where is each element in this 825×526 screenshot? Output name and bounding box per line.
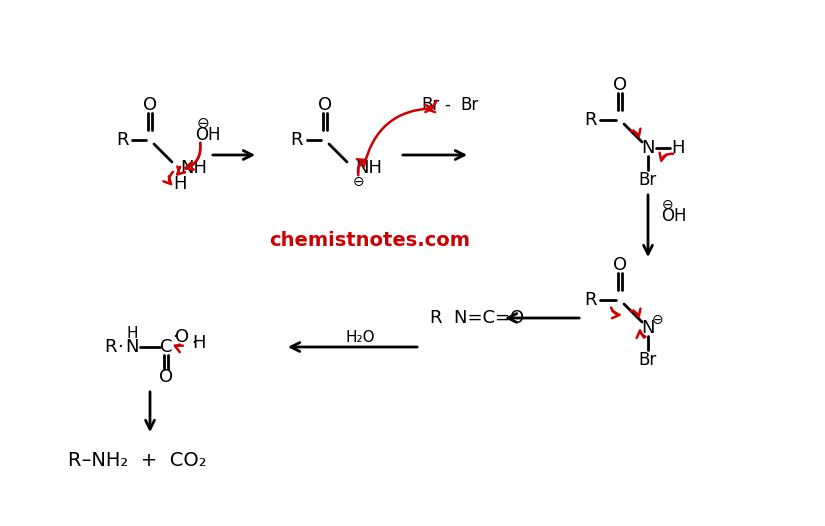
Text: O: O (175, 328, 189, 346)
Text: NH: NH (355, 159, 382, 177)
Text: OH: OH (662, 207, 686, 225)
Text: -: - (444, 96, 450, 114)
Text: Br: Br (639, 171, 658, 189)
Text: O: O (318, 96, 332, 114)
Text: R: R (584, 291, 596, 309)
Text: O: O (159, 368, 173, 386)
Text: ·: · (117, 338, 123, 356)
Text: ⊖: ⊖ (653, 313, 664, 327)
Text: Br: Br (639, 351, 658, 369)
Text: chemistnotes.com: chemistnotes.com (270, 230, 470, 249)
Text: OH: OH (196, 126, 221, 144)
Text: H: H (192, 334, 205, 352)
Text: ⊖: ⊖ (196, 116, 210, 130)
Text: O: O (143, 96, 157, 114)
Text: N: N (641, 139, 655, 157)
Text: R: R (290, 131, 304, 149)
Text: ·: · (172, 328, 178, 346)
Text: ·: · (191, 334, 196, 352)
Text: H: H (672, 139, 685, 157)
Text: C: C (160, 338, 172, 356)
Text: H₂O: H₂O (345, 329, 375, 345)
Text: Br: Br (422, 96, 440, 114)
Text: O: O (613, 256, 627, 274)
Text: R: R (584, 111, 596, 129)
Text: N: N (125, 338, 139, 356)
Text: R: R (116, 131, 128, 149)
Text: NH: NH (180, 159, 207, 177)
Text: H: H (126, 326, 138, 340)
Text: R: R (104, 338, 116, 356)
Text: R–NH₂  +  CO₂: R–NH₂ + CO₂ (68, 450, 206, 470)
Text: ⊖: ⊖ (662, 198, 674, 212)
Text: O: O (613, 76, 627, 94)
Text: ⊖: ⊖ (353, 175, 365, 189)
Text: R  N=C=O: R N=C=O (430, 309, 524, 327)
Text: H: H (173, 175, 186, 193)
Text: Br: Br (460, 96, 478, 114)
Text: N: N (641, 319, 655, 337)
